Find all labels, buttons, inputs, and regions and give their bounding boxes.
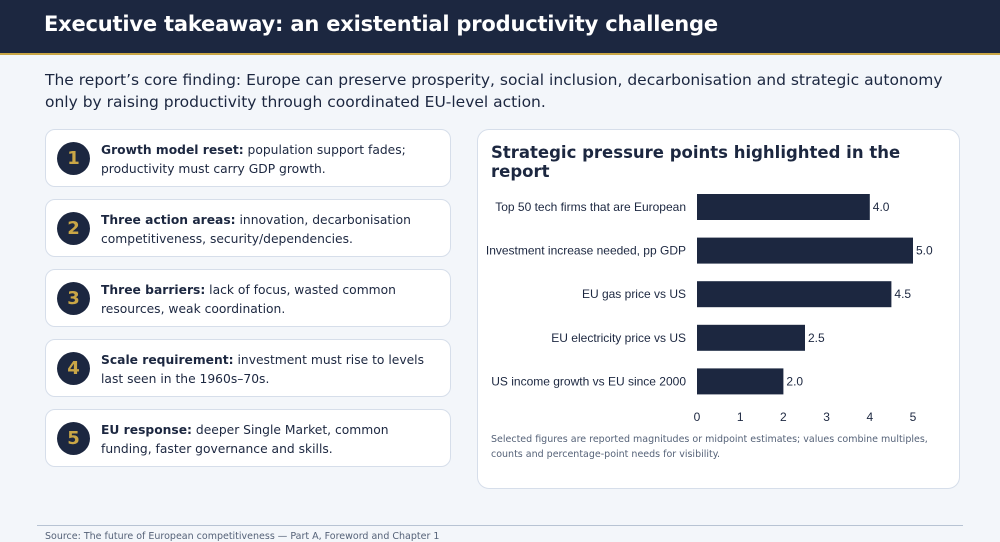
- card-text: Three barriers: lack of focus, wasted co…: [101, 281, 441, 318]
- value-label: 4.5: [894, 287, 911, 301]
- bar: [697, 368, 784, 395]
- takeaway-card: 1 Growth model reset: population support…: [45, 129, 451, 187]
- card-number-badge: 3: [57, 282, 90, 315]
- x-tick-label: 0: [694, 410, 701, 424]
- card-body: lack of focus, wasted common resources, …: [101, 283, 396, 316]
- bar: [697, 324, 805, 351]
- x-tick-label: 1: [737, 410, 744, 424]
- card-title: Growth model reset:: [101, 143, 244, 157]
- value-label: 2.0: [786, 374, 803, 388]
- takeaway-card: 3 Three barriers: lack of focus, wasted …: [45, 269, 451, 327]
- intro-text: The report’s core finding: Europe can pr…: [45, 71, 943, 111]
- card-number-badge: 2: [57, 212, 90, 245]
- x-tick-label: 2: [780, 410, 787, 424]
- card-body: investment must rise to levels last seen…: [101, 353, 424, 386]
- card-text: EU response: deeper Single Market, commo…: [101, 421, 441, 458]
- card-text: Scale requirement: investment must rise …: [101, 351, 441, 388]
- card-text: Three action areas: innovation, decarbon…: [101, 211, 441, 248]
- card-title: Three action areas:: [101, 213, 236, 227]
- x-tick-label: 5: [910, 410, 917, 424]
- category-label: Investment increase needed, pp GDP: [486, 244, 686, 258]
- page-title: Executive takeaway: an existential produ…: [44, 12, 718, 36]
- card-title: Three barriers:: [101, 283, 206, 297]
- takeaway-card: 2 Three action areas: innovation, decarb…: [45, 199, 451, 257]
- card-text: Growth model reset: population support f…: [101, 141, 441, 178]
- card-body: population support fades; productivity m…: [101, 143, 406, 176]
- category-label: EU electricity price vs US: [551, 331, 686, 345]
- card-body: deeper Single Market, common funding, fa…: [101, 423, 389, 456]
- chart-note: Selected figures are reported magnitudes…: [491, 434, 928, 460]
- x-tick-label: 4: [866, 410, 873, 424]
- card-number-badge: 1: [57, 142, 90, 175]
- value-label: 2.5: [808, 331, 825, 345]
- value-label: 4.0: [873, 200, 890, 214]
- bar-chart: Top 50 tech firms that are European 4.0 In…: [486, 194, 933, 424]
- footer-divider: [37, 525, 963, 526]
- bar: [697, 281, 892, 308]
- category-label: EU gas price vs US: [582, 287, 686, 301]
- header-bar: Executive takeaway: an existential produ…: [0, 0, 1000, 55]
- chart-title: Strategic pressure points highlighted in…: [491, 143, 901, 181]
- category-label: US income growth vs EU since 2000: [491, 374, 686, 388]
- takeaway-cards: 1 Growth model reset: population support…: [45, 129, 451, 479]
- card-number-badge: 4: [57, 352, 90, 385]
- card-title: EU response:: [101, 423, 192, 437]
- card-title: Scale requirement:: [101, 353, 234, 367]
- takeaway-card: 5 EU response: deeper Single Market, com…: [45, 409, 451, 467]
- value-label: 5.0: [916, 244, 933, 258]
- bar: [697, 237, 913, 264]
- card-body: innovation, decarbonisation competitiven…: [101, 213, 411, 246]
- source-note: Source: The future of European competiti…: [45, 531, 440, 542]
- x-tick-label: 3: [823, 410, 830, 424]
- bar: [697, 194, 870, 220]
- category-label: Top 50 tech firms that are European: [495, 200, 686, 214]
- takeaway-card: 4 Scale requirement: investment must ris…: [45, 339, 451, 397]
- card-number-badge: 5: [57, 422, 90, 455]
- chart-panel: Strategic pressure points highlighted in…: [477, 129, 960, 489]
